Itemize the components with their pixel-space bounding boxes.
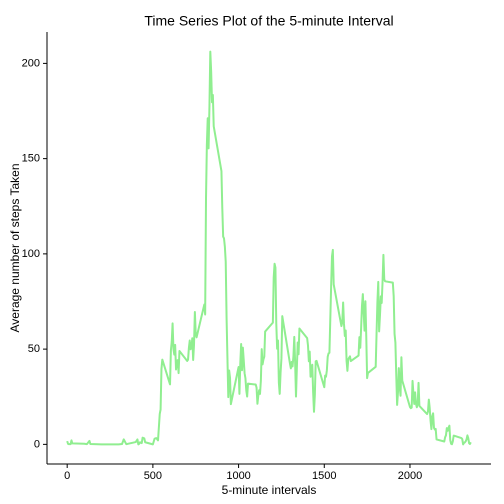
y-axis-label: Average number of steps Taken [8, 164, 22, 333]
data-line [66, 50, 472, 446]
x-tick-label: 2000 [398, 470, 422, 482]
chart-title: Time Series Plot of the 5-minute Interva… [144, 13, 393, 29]
x-tick-label: 500 [144, 470, 162, 482]
y-tick-label: 100 [22, 248, 40, 260]
y-tick-label: 0 [34, 438, 40, 450]
x-tick-label: 1000 [226, 470, 250, 482]
x-tick-label: 0 [64, 470, 70, 482]
y-tick-label: 200 [22, 57, 40, 69]
y-tick-label: 50 [28, 343, 40, 355]
x-axis-label: 5-minute intervals [222, 483, 317, 497]
x-tick-label: 1500 [312, 470, 336, 482]
y-tick-label: 150 [22, 153, 40, 165]
